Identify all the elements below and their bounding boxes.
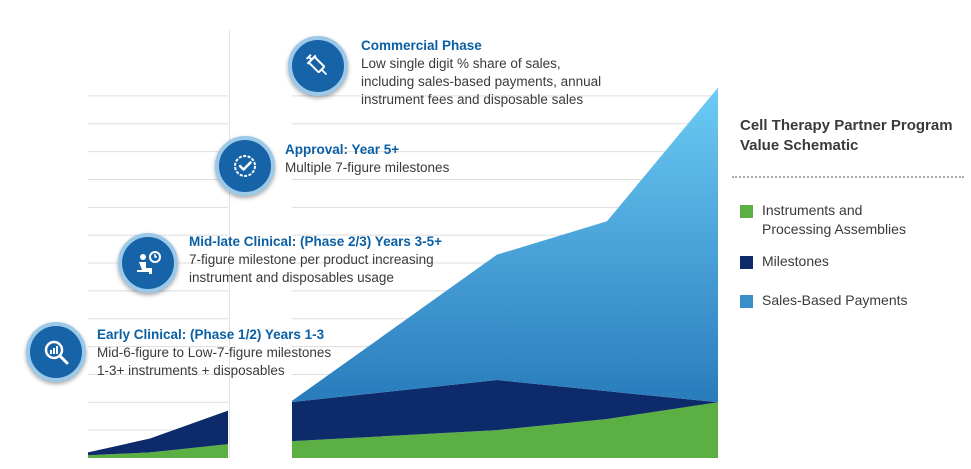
phase-commercial: Commercial Phase Low single digit % shar… xyxy=(361,37,601,109)
legend-swatch xyxy=(740,256,753,269)
phase-line: Mid-6-figure to Low-7-figure milestones xyxy=(97,345,332,360)
legend-swatch xyxy=(740,295,753,308)
legend-divider xyxy=(732,176,964,178)
person-clock-icon xyxy=(118,233,178,293)
phase-line: Low single digit % share of sales, xyxy=(361,56,561,71)
phase-line: instrument fees and disposable sales xyxy=(361,92,584,107)
phase-divider xyxy=(290,0,292,469)
legend-swatch xyxy=(740,205,753,218)
legend-item-sales-based: Sales-Based Payments xyxy=(740,291,932,310)
phase-early-clinical: Early Clinical: (Phase 1/2) Years 1-3 Mi… xyxy=(97,326,331,380)
phase-mid-late-clinical: Mid-late Clinical: (Phase 2/3) Years 3-5… xyxy=(189,233,442,287)
chart-title: Cell Therapy Partner Program Value Schem… xyxy=(740,117,953,154)
legend-label: Sales-Based Payments xyxy=(762,292,908,308)
phase-title: Commercial Phase xyxy=(361,38,482,53)
phase-gap xyxy=(230,0,290,469)
area-sales-based-payments xyxy=(88,87,718,453)
legend-item-instruments: Instruments and Processing Assemblies xyxy=(740,201,932,239)
phase-approval: Approval: Year 5+ Multiple 7-figure mile… xyxy=(285,141,449,177)
legend-label: Milestones xyxy=(762,253,829,269)
legend-label: Instruments and Processing Assemblies xyxy=(762,202,906,237)
phase-title: Early Clinical: (Phase 1/2) Years 1-3 xyxy=(97,327,325,342)
phase-line: 7-figure milestone per product increasin… xyxy=(189,252,434,267)
phase-line: instrument and disposables usage xyxy=(189,270,394,285)
phase-line: including sales-based payments, annual xyxy=(361,74,602,89)
gridlines xyxy=(88,95,718,431)
phase-dividers xyxy=(228,0,292,469)
phase-title: Mid-late Clinical: (Phase 2/3) Years 3-5… xyxy=(189,234,442,249)
approval-badge-icon xyxy=(215,136,275,196)
phase-title: Approval: Year 5+ xyxy=(285,142,400,157)
phase-line: 1-3+ instruments + disposables xyxy=(97,363,285,378)
syringe-icon xyxy=(288,36,348,96)
legend-item-milestones: Milestones xyxy=(740,252,932,271)
phase-line: Multiple 7-figure milestones xyxy=(285,160,450,175)
magnifier-chart-icon xyxy=(26,322,86,382)
